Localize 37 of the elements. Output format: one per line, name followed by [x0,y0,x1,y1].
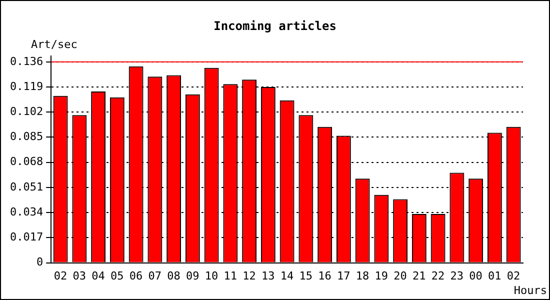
x-tick-label: 21 [412,269,426,282]
y-tick-label: 0 [36,256,44,269]
y-tick-label: 0.136 [10,54,44,68]
x-tick-label: 02 [506,269,520,282]
y-tick-label: 0.119 [10,80,44,93]
x-tick-label: 00 [469,269,482,282]
x-tick-label: 11 [224,269,238,282]
x-tick-label: 23 [450,269,464,282]
chart-title: Incoming articles [214,19,336,34]
x-tick-label: 09 [186,269,200,282]
x-tick-label: 17 [337,269,350,282]
x-tick-label: 16 [318,269,332,282]
x-tick-label: 08 [167,269,180,282]
y-tick-label: 0.051 [10,180,44,194]
x-tick-label: 06 [129,269,143,282]
y-tick-label: 0.017 [10,230,44,244]
x-tick-label: 05 [110,269,124,282]
y-tick-label: 0.068 [10,155,44,168]
x-tick-label: 07 [148,269,162,282]
y-tick-label: 0.102 [10,104,44,118]
y-tick-label: 0.034 [10,205,44,218]
x-tick-label: 01 [488,269,502,282]
x-tick-label: 02 [54,269,68,282]
x-tick-label: 19 [374,269,388,282]
x-axis-title: Hours [514,284,547,297]
x-tick-label: 22 [431,269,445,282]
x-tick-label: 14 [280,269,294,282]
x-tick-label: 04 [92,269,106,282]
x-tick-label: 15 [299,269,313,282]
x-tick-label: 13 [262,269,275,282]
x-tick-label: 12 [242,269,256,282]
y-tick-label: 0.085 [10,130,44,144]
x-tick-label: 10 [204,269,218,282]
x-tick-label: 20 [394,269,407,282]
y-axis-title: Art/sec [31,38,78,51]
x-tick-label: 03 [72,269,86,282]
x-tick-label: 18 [356,269,370,282]
